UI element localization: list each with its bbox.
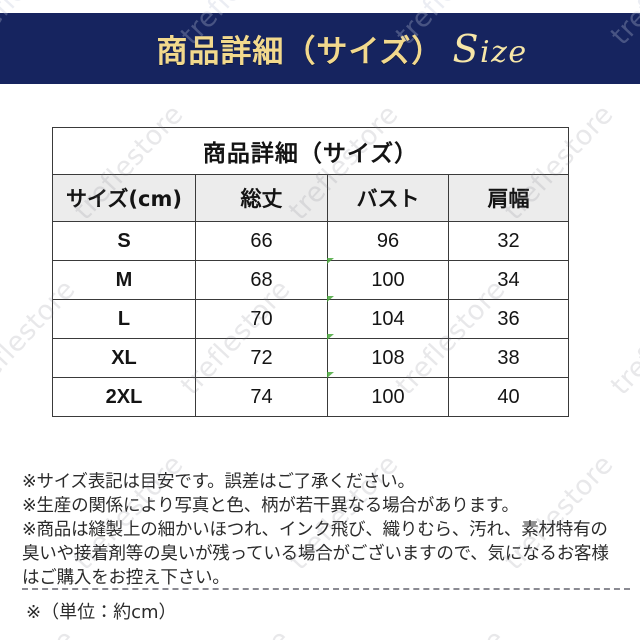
table-row: M 68 100 34 xyxy=(52,260,569,300)
table-row: S 66 96 32 xyxy=(52,221,569,261)
column-header-bust: バスト xyxy=(327,174,449,222)
note-line: 臭いや接着剤等の臭いが残っている場合がございますので、気になるお客様 xyxy=(22,544,609,564)
cell-length: 68 xyxy=(195,260,328,300)
note-line: ※サイズ表記は目安です。誤差はご了承ください。 xyxy=(22,472,415,492)
notes-block: ※サイズ表記は目安です。誤差はご了承ください。 ※生産の関係により写真と色、柄が… xyxy=(22,470,636,590)
size-table-header-row: サイズ(cm) 総丈 バスト 肩幅 xyxy=(52,174,569,222)
watermark-text: treflestore xyxy=(605,273,640,402)
cell-length: 74 xyxy=(195,377,328,417)
column-header-size: サイズ(cm) xyxy=(52,174,196,222)
watermark-text: treflestore xyxy=(605,624,640,640)
cell-size: S xyxy=(52,221,196,261)
header-banner-title-group: 商品詳細（サイズ） Size xyxy=(156,30,527,68)
column-header-shoulder: 肩幅 xyxy=(448,174,569,222)
cell-size: L xyxy=(52,299,196,339)
size-table-container: 商品詳細（サイズ） サイズ(cm) 総丈 バスト 肩幅 S 66 96 32 M… xyxy=(52,127,569,417)
cell-length: 72 xyxy=(195,338,328,378)
table-row: L 70 104 36 xyxy=(52,299,569,339)
cell-size: M xyxy=(52,260,196,300)
cell-bust: 96 xyxy=(327,221,449,261)
header-title-english: Size xyxy=(452,30,527,68)
watermark-text: treflestore xyxy=(0,624,82,640)
unit-note: ※（単位：約cm） xyxy=(26,602,177,623)
cell-shoulder: 36 xyxy=(448,299,569,339)
note-line: ※生産の関係により写真と色、柄が若干異なる場合があります。 xyxy=(22,496,519,516)
cell-bust: 100 xyxy=(327,260,449,300)
cell-shoulder: 40 xyxy=(448,377,569,417)
note-line: ※商品は縫製上の細かいほつれ、インク飛び、織りむら、汚れ、素材特有の xyxy=(22,520,608,540)
size-table: 商品詳細（サイズ） サイズ(cm) 総丈 バスト 肩幅 S 66 96 32 M… xyxy=(52,127,569,417)
column-header-length: 総丈 xyxy=(195,174,328,222)
cell-length: 70 xyxy=(195,299,328,339)
size-table-title: 商品詳細（サイズ） xyxy=(52,127,569,175)
watermark-text: treflestore xyxy=(175,624,297,640)
table-row: XL 72 108 38 xyxy=(52,338,569,378)
cell-length: 66 xyxy=(195,221,328,261)
cell-bust: 108 xyxy=(327,338,449,378)
cell-size: 2XL xyxy=(52,377,196,417)
cell-bust: 104 xyxy=(327,299,449,339)
cell-shoulder: 34 xyxy=(448,260,569,300)
note-line: はご購入をお控え下さい。 xyxy=(22,568,230,588)
cell-shoulder: 38 xyxy=(448,338,569,378)
dashed-divider xyxy=(22,588,630,590)
cell-shoulder: 32 xyxy=(448,221,569,261)
header-title-japanese: 商品詳細（サイズ） xyxy=(156,33,444,70)
header-title-english-capital: S xyxy=(452,26,480,71)
cell-size: XL xyxy=(52,338,196,378)
table-row: 2XL 74 100 40 xyxy=(52,377,569,417)
size-table-title-row: 商品詳細（サイズ） xyxy=(52,127,569,175)
cell-bust: 100 xyxy=(327,377,449,417)
header-title-english-rest: ize xyxy=(479,34,528,70)
watermark-text: treflestore xyxy=(390,624,512,640)
header-banner: 商品詳細（サイズ） Size xyxy=(0,13,640,84)
